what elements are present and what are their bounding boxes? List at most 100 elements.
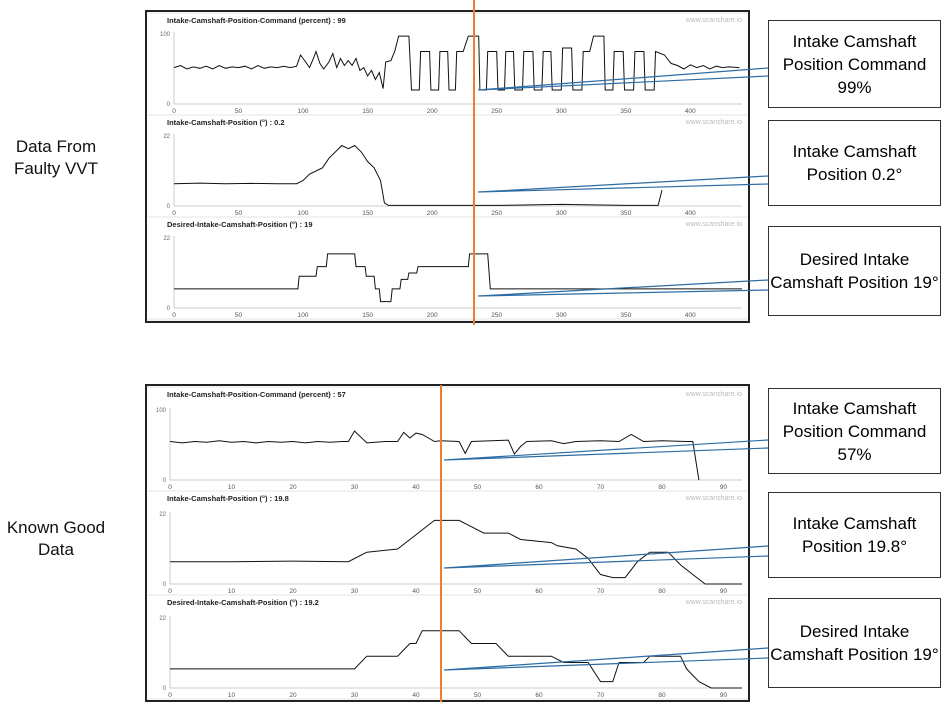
x-tick-label: 400: [685, 210, 696, 216]
x-tick-label: 20: [289, 692, 297, 698]
callout-command-99: Intake Camshaft Position Command 99%: [768, 20, 941, 108]
series-line: [170, 630, 742, 689]
series-line: [169, 430, 700, 481]
x-tick-label: 20: [289, 484, 297, 490]
x-tick-label: 350: [620, 210, 631, 216]
x-tick-label: 10: [228, 588, 236, 594]
x-tick-label: 400: [685, 108, 696, 114]
x-tick-label: 250: [491, 312, 502, 318]
y-tick-label: 100: [160, 32, 171, 38]
x-tick-label: 250: [491, 210, 502, 216]
x-tick-label: 90: [720, 692, 728, 698]
chart-1-1: ⚙Intake-Camshaft-Position (°) : 19.8www.…: [147, 492, 748, 594]
chart-svg: 0 100 0 10 20 30 40 50 60 70 80 90: [156, 408, 742, 490]
x-tick-label: 80: [658, 692, 666, 698]
chart-svg: 0 22 0 50 100 150 200 250 300 350 400: [163, 236, 742, 318]
chart-svg: 0 22 0 10 20 30 40 50 60 70 80 90: [159, 616, 742, 698]
x-tick-label: 40: [412, 484, 420, 490]
series-line: [174, 253, 742, 303]
x-tick-label: 0: [168, 588, 172, 594]
x-tick-label: 30: [351, 588, 359, 594]
x-tick-label: 90: [720, 588, 728, 594]
y-tick-label: 22: [163, 134, 170, 140]
label-good-data: Known Good Data: [6, 518, 106, 559]
x-tick-label: 300: [556, 312, 567, 318]
x-tick-label: 150: [362, 108, 373, 114]
chart-0-2: ⚙Desired-Intake-Camshaft-Position (°) : …: [147, 218, 748, 318]
label-faulty-data: Data From Faulty VVT: [13, 137, 99, 178]
x-tick-label: 70: [597, 484, 605, 490]
chart-svg: 0 22 0 50 100 150 200 250 300 350 400: [163, 134, 742, 216]
x-tick-label: 350: [620, 108, 631, 114]
x-tick-label: 50: [235, 108, 243, 114]
y-tick-label: 0: [167, 204, 171, 210]
y-tick-label: 100: [156, 408, 167, 414]
chart-0-0: ⚙Intake-Camshaft-Position-Command (perce…: [147, 14, 748, 114]
x-tick-label: 50: [235, 210, 243, 216]
x-tick-label: 100: [298, 210, 309, 216]
watermark: www.scanshare.io: [685, 391, 742, 398]
chart-title: Desired-Intake-Camshaft-Position (°) : 1…: [147, 218, 313, 232]
series-line: [170, 519, 742, 585]
chart-1-0: ⚙Intake-Camshaft-Position-Command (perce…: [147, 388, 748, 490]
x-tick-label: 300: [556, 210, 567, 216]
y-tick-label: 0: [163, 582, 167, 588]
x-tick-label: 200: [427, 312, 438, 318]
y-tick-label: 22: [159, 512, 166, 518]
x-tick-label: 60: [535, 588, 543, 594]
x-tick-label: 200: [427, 108, 438, 114]
x-tick-label: 10: [228, 692, 236, 698]
x-tick-label: 40: [412, 692, 420, 698]
x-tick-label: 50: [474, 588, 482, 594]
chart-title: Desired-Intake-Camshaft-Position (°) : 1…: [147, 596, 319, 610]
x-tick-label: 10: [228, 484, 236, 490]
x-tick-label: 30: [351, 692, 359, 698]
x-tick-label: 80: [658, 588, 666, 594]
chart-title: Intake-Camshaft-Position-Command (percen…: [147, 388, 346, 402]
callout-desired-19: Desired Intake Camshaft Position 19°: [768, 226, 941, 316]
y-tick-label: 22: [159, 616, 166, 622]
x-tick-label: 50: [474, 484, 482, 490]
y-tick-label: 0: [163, 478, 167, 484]
y-tick-label: 22: [163, 236, 170, 242]
callout-position-19-8: Intake Camshaft Position 19.8°: [768, 492, 941, 578]
watermark: www.scanshare.io: [685, 221, 742, 228]
watermark: www.scanshare.io: [685, 119, 742, 126]
watermark: www.scanshare.io: [685, 17, 742, 24]
chart-title: Intake-Camshaft-Position (°) : 0.2: [147, 116, 285, 130]
series-line: [173, 144, 663, 206]
x-tick-label: 0: [172, 108, 176, 114]
x-tick-label: 20: [289, 588, 297, 594]
good-data-panel: ⚙Intake-Camshaft-Position-Command (perce…: [145, 384, 750, 702]
x-tick-label: 250: [491, 108, 502, 114]
x-tick-label: 300: [556, 108, 567, 114]
x-tick-label: 60: [535, 692, 543, 698]
x-tick-label: 100: [298, 108, 309, 114]
series-line: [173, 35, 740, 91]
callout-desired-19-good: Desired Intake Camshaft Position 19°: [768, 598, 941, 688]
chart-title: Intake-Camshaft-Position (°) : 19.8: [147, 492, 289, 506]
x-tick-label: 150: [362, 210, 373, 216]
x-tick-label: 150: [362, 312, 373, 318]
watermark: www.scanshare.io: [685, 599, 742, 606]
x-tick-label: 70: [597, 692, 605, 698]
y-tick-label: 0: [163, 686, 167, 692]
chart-svg: 0 22 0 10 20 30 40 50 60 70 80 90: [159, 512, 742, 594]
x-tick-label: 200: [427, 210, 438, 216]
x-tick-label: 50: [474, 692, 482, 698]
x-tick-label: 80: [658, 484, 666, 490]
x-tick-label: 40: [412, 588, 420, 594]
x-tick-label: 30: [351, 484, 359, 490]
x-tick-label: 70: [597, 588, 605, 594]
chart-0-1: ⚙Intake-Camshaft-Position (°) : 0.2www.s…: [147, 116, 748, 216]
y-tick-label: 0: [167, 306, 171, 312]
callout-position-0-2: Intake Camshaft Position 0.2°: [768, 120, 941, 206]
x-tick-label: 0: [168, 692, 172, 698]
chart-svg: 0 100 0 50 100 150 200 250 300 350 400: [160, 32, 742, 114]
callout-command-57: Intake Camshaft Position Command 57%: [768, 388, 941, 474]
chart-title: Intake-Camshaft-Position-Command (percen…: [147, 14, 346, 28]
x-tick-label: 100: [298, 312, 309, 318]
x-tick-label: 400: [685, 312, 696, 318]
x-tick-label: 0: [172, 210, 176, 216]
faulty-data-panel: ⚙Intake-Camshaft-Position-Command (perce…: [145, 10, 750, 323]
